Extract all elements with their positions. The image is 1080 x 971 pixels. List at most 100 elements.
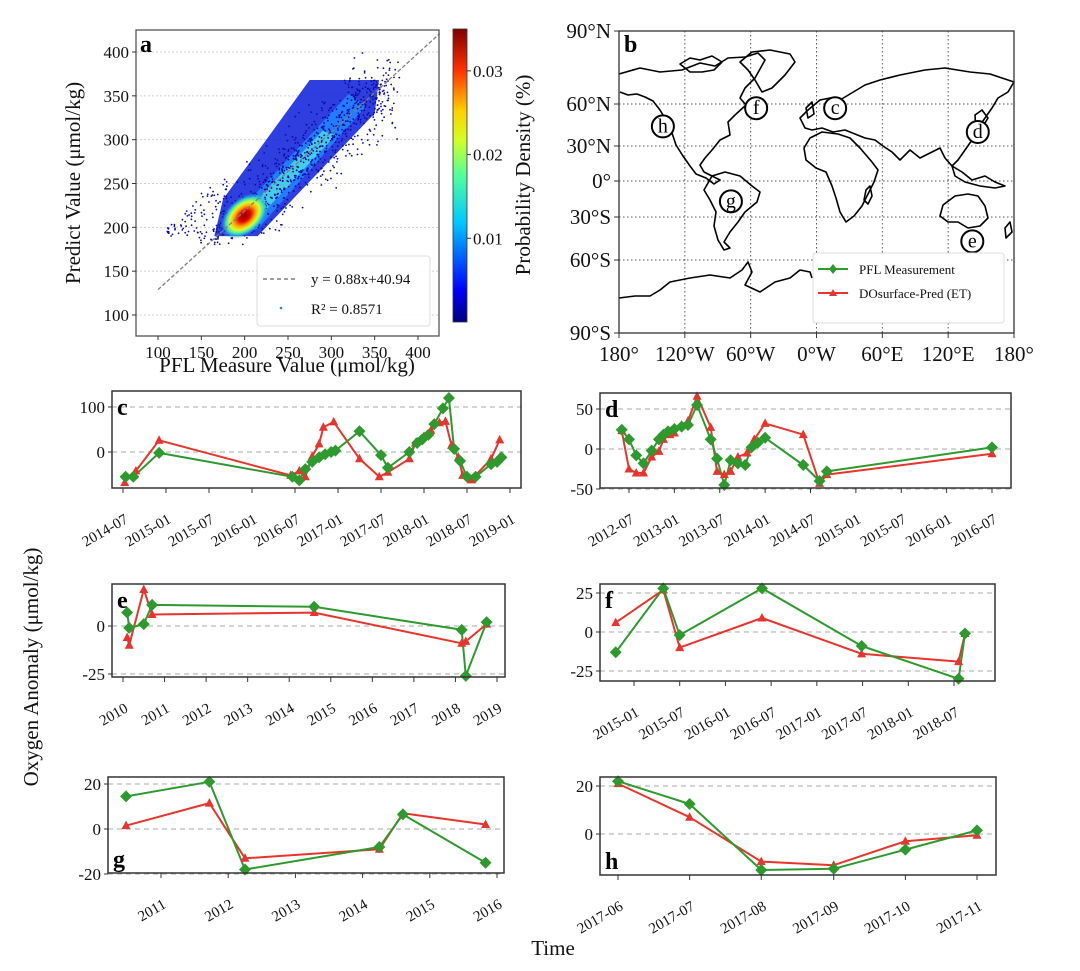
panel-c-xtick-label: 2016-07	[252, 511, 304, 550]
panel-g-xtick-label: 2015	[404, 897, 438, 926]
scatter-point	[289, 204, 291, 207]
scatter-point	[311, 123, 313, 126]
scatter-point	[215, 230, 218, 233]
scatter-point	[284, 202, 286, 205]
scatter-point	[317, 156, 320, 158]
scatter-point	[335, 116, 338, 119]
colorbar-tick-label: 0.01	[473, 229, 503, 248]
scatter-point	[216, 241, 219, 244]
scatter-point	[258, 180, 261, 183]
panel-d-pfl-point	[813, 475, 826, 487]
scatter-point	[293, 139, 296, 141]
scatter-point	[278, 172, 281, 174]
scatter-point	[386, 91, 389, 94]
scatter-point	[274, 158, 277, 160]
region-label: d	[973, 121, 983, 143]
scatter-point	[215, 238, 218, 241]
scatter-point	[343, 79, 346, 82]
scatter-point	[303, 138, 306, 141]
panel-d-pred-point	[624, 464, 634, 473]
panel-h-pred-point	[756, 856, 766, 866]
scatter-point	[185, 225, 188, 228]
scatter-point	[203, 209, 205, 212]
scatter-point	[315, 131, 318, 134]
scatter-point	[337, 129, 339, 131]
panel-c-pfl-point	[495, 451, 508, 464]
scatter-point	[216, 226, 219, 229]
panel-c-pred-point	[466, 474, 476, 484]
scatter-point	[348, 80, 351, 83]
scatter-point	[366, 87, 369, 90]
scatter-point	[198, 236, 201, 239]
scatter-point	[322, 116, 324, 119]
scatter-point	[263, 188, 266, 191]
panel-d-pfl-point	[739, 459, 752, 471]
panel-c-xtick-label: 2019-01	[467, 512, 518, 551]
scatter-point	[375, 84, 378, 86]
scatter-point	[372, 82, 375, 85]
scatter-point	[314, 157, 317, 160]
panel-d-timeseries: -50 0 50 2012-072013-012013-072014-012014-0…	[570, 391, 1012, 551]
panel-d-pfl-point	[645, 444, 658, 457]
panel-h-xtick-label: 2017-09	[790, 899, 841, 938]
panel-a-xtick-label: 400	[405, 343, 431, 362]
panel-h-ytick-label: 20	[576, 777, 593, 796]
colorbar: 0.01 0.02 0.03 Probability Density (%)	[452, 28, 535, 323]
scatter-point	[264, 180, 267, 183]
scatter-point	[248, 163, 251, 166]
scatter-point	[321, 109, 323, 112]
panel-a-ticks: 100 150 200 250 300 350 400 100 150 200 250 300 350 4…	[104, 43, 431, 362]
scatter-point	[190, 212, 193, 215]
scatter-point	[316, 147, 318, 150]
scatter-point	[195, 201, 198, 203]
map-lon-label: 180°	[599, 342, 639, 366]
panel-f-series	[609, 582, 971, 685]
scatter-point	[222, 210, 225, 213]
panel-d-xtick-label: 2015-07	[858, 511, 910, 550]
scatter-point	[346, 102, 348, 104]
scatter-point	[336, 137, 339, 140]
panel-g-pfl-point	[120, 790, 133, 803]
scatter-point	[397, 61, 399, 64]
scatter-point	[327, 137, 329, 139]
map-lon-label: 0°W	[797, 342, 836, 366]
scatter-point	[304, 142, 307, 145]
panel-d-pfl-point	[797, 459, 810, 471]
coastline-australia	[939, 193, 989, 229]
scatter-point	[278, 151, 281, 154]
panel-a-xlabel: PFL Measure Value (μmol/kg)	[159, 353, 415, 377]
scatter-point	[292, 179, 295, 182]
scatter-point	[282, 165, 284, 168]
scatter-point	[300, 177, 302, 180]
scatter-point	[346, 109, 349, 111]
scatter-point	[291, 136, 294, 138]
scatter-point	[266, 188, 268, 191]
colorbar-tick-label: 0.02	[473, 146, 503, 165]
scatter-point	[376, 109, 379, 111]
scatter-point	[361, 87, 364, 90]
scatter-point	[201, 232, 203, 235]
scatter-point	[285, 207, 287, 209]
panel-c-xtick-label: 2015-07	[166, 511, 218, 550]
scatter-point	[298, 186, 301, 189]
scatter-point	[167, 232, 170, 235]
region-circle	[744, 96, 769, 121]
scatter-point	[380, 112, 383, 115]
scatter-point	[299, 171, 302, 174]
scatter-point	[369, 90, 372, 93]
panel-d-ytick-label: -50	[570, 480, 593, 499]
panel-h-pfl-point	[899, 843, 912, 856]
scatter-point	[369, 100, 372, 103]
scatter-point	[230, 196, 233, 199]
panel-d-xtick-label: 2015-01	[813, 512, 864, 551]
panel-a-ytick-label: 150	[104, 262, 130, 281]
panel-c-pfl-point	[469, 470, 482, 483]
scatter-point	[292, 155, 295, 157]
scatter-point	[343, 124, 346, 126]
panel-d-xtick-label: 2014-07	[767, 511, 819, 550]
scatter-point	[269, 172, 272, 175]
scatter-point	[283, 153, 286, 156]
scatter-point	[227, 242, 230, 245]
scatter-point	[342, 144, 344, 147]
scatter-point	[211, 212, 214, 215]
